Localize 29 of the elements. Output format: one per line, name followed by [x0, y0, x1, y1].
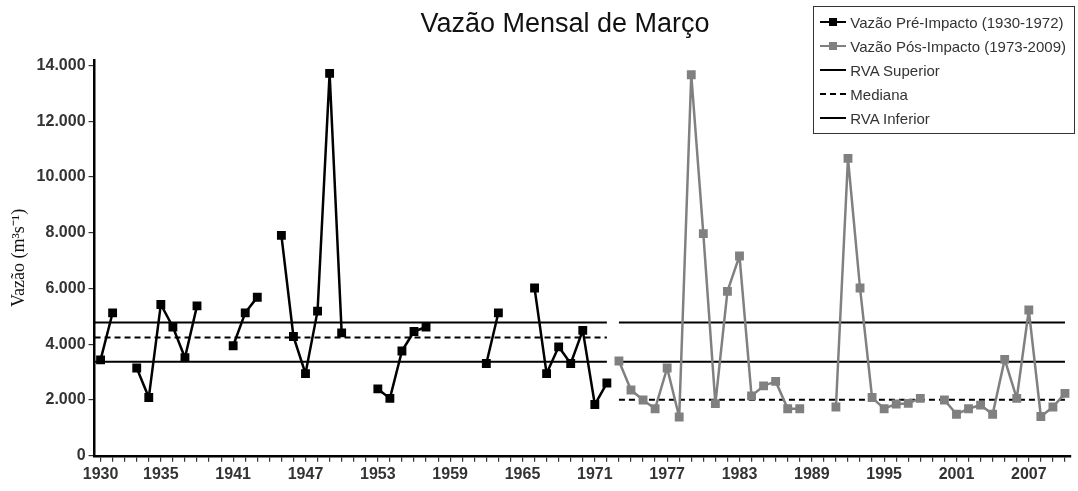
y-tick-label: 8.000: [45, 223, 86, 241]
x-tick-label: 2007: [1011, 464, 1047, 482]
legend-label: RVA Superior: [850, 61, 940, 79]
y-tick-label: 0: [76, 446, 86, 464]
x-tick-label: 2001: [938, 464, 975, 482]
x-tick-label: 1930: [82, 464, 119, 482]
y-tick-label: 14.000: [36, 55, 86, 73]
legend-label: RVA Inferior: [850, 109, 930, 127]
x-tick-label: 1935: [143, 464, 179, 482]
x-tick-label: 1941: [215, 464, 252, 482]
x-tick-label: 1995: [866, 464, 903, 482]
x-tick-label: 1977: [649, 464, 686, 482]
x-tick-label: 1953: [360, 464, 396, 482]
y-tick-label: 4.000: [45, 334, 86, 352]
y-tick-label: 12.000: [36, 111, 86, 129]
y-tick-label: 6.000: [45, 278, 86, 296]
x-tick-label: 1971: [577, 464, 613, 482]
chart-title: Vazão Mensal de Março: [419, 8, 711, 39]
legend-label: Mediana: [850, 85, 908, 103]
x-tick-label: 1989: [794, 464, 830, 482]
y-tick-label: 2.000: [45, 390, 86, 408]
y-axis-title: Vazão (m³s⁻¹): [7, 208, 29, 308]
legend-label: Vazão Pós-Impacto (1973-2009): [850, 37, 1066, 55]
x-tick-label: 1959: [432, 464, 469, 482]
legend-label: Vazão Pré-Impacto (1930-1972): [850, 13, 1064, 31]
x-tick-label: 1965: [504, 464, 541, 482]
y-tick-label: 10.000: [36, 167, 86, 185]
x-tick-label: 1947: [287, 464, 324, 482]
x-tick-label: 1983: [721, 464, 758, 482]
